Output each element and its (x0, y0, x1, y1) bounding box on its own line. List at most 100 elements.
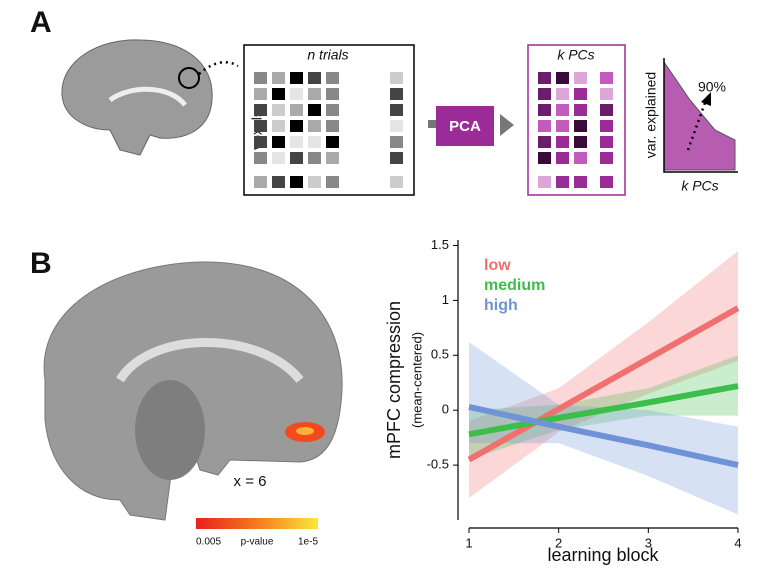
cell (600, 136, 613, 148)
pcs-axis-label: k PCs (681, 178, 718, 194)
cell (290, 136, 303, 148)
series-line (467, 305, 740, 463)
cell (326, 152, 339, 164)
cell (556, 72, 569, 84)
percent-label: 90% (698, 79, 726, 95)
cell (538, 88, 551, 100)
brain-detail (135, 380, 205, 480)
cell (556, 136, 569, 148)
pcs-label: k PCs (557, 47, 594, 63)
cell (574, 176, 587, 188)
cell (574, 136, 587, 148)
cell (272, 72, 285, 84)
cell (272, 176, 285, 188)
colorbar-title: p-value (241, 537, 274, 548)
y-axis-sublabel: (mean-centered) (409, 332, 424, 428)
cell (326, 88, 339, 100)
legend-entry: medium (484, 277, 545, 294)
series-line (468, 383, 739, 438)
arrow (198, 60, 239, 75)
cell (308, 72, 321, 84)
cell (254, 104, 267, 116)
roi-circle (178, 67, 200, 89)
confidence-band (469, 342, 738, 515)
cell (538, 120, 551, 132)
cell (390, 72, 403, 84)
cell (390, 88, 403, 100)
cell (290, 120, 303, 132)
cell (600, 88, 613, 100)
cell (326, 72, 339, 84)
cell (556, 88, 569, 100)
cell (272, 88, 285, 100)
y-tick-label: 0 (442, 402, 449, 417)
y-tick-label: 1.5 (431, 237, 449, 252)
x-tick-label: 2 (555, 535, 562, 550)
scree-axes (663, 58, 738, 173)
cell (254, 72, 267, 84)
brain-slice (43, 261, 343, 521)
trial-matrix (254, 72, 403, 188)
cell (254, 88, 267, 100)
cell (390, 152, 403, 164)
legend-entry: low (484, 257, 511, 274)
cell (308, 152, 321, 164)
y-tick-label: -0.5 (427, 457, 449, 472)
x-axis-label: learning block (547, 545, 659, 565)
cell (272, 152, 285, 164)
cell (538, 152, 551, 164)
cell (254, 152, 267, 164)
cell (538, 136, 551, 148)
cell (600, 152, 613, 164)
confidence-band (469, 250, 738, 499)
cell (290, 104, 303, 116)
cell (326, 176, 339, 188)
colorbar-max: 1e-5 (298, 537, 318, 548)
legend-entry: high (484, 297, 518, 314)
cell (574, 72, 587, 84)
trials-label: n trials (307, 47, 348, 63)
cell (272, 120, 285, 132)
cell (600, 120, 613, 132)
colorbar-min: 0.005 (196, 537, 221, 548)
pc-matrix (538, 72, 613, 188)
y-axis-label: mPFC compression (384, 301, 404, 459)
cell (574, 120, 587, 132)
cell (254, 176, 267, 188)
cell (308, 88, 321, 100)
cell (556, 120, 569, 132)
y-tick-label: 1 (442, 292, 449, 307)
arrow-head (701, 92, 711, 106)
cell (574, 88, 587, 100)
x-tick-label: 4 (734, 535, 741, 550)
cell (390, 120, 403, 132)
cell (538, 104, 551, 116)
cell (556, 104, 569, 116)
cell (326, 136, 339, 148)
var-label: var. explained (643, 72, 659, 158)
cell (308, 120, 321, 132)
cell (390, 136, 403, 148)
cell (290, 176, 303, 188)
cell (290, 88, 303, 100)
colorbar (196, 518, 318, 529)
cell (556, 152, 569, 164)
x-tick-label: 1 (465, 535, 472, 550)
cell (574, 104, 587, 116)
cell (272, 136, 285, 148)
cell (308, 104, 321, 116)
cell (600, 104, 613, 116)
cell (574, 152, 587, 164)
cell (290, 72, 303, 84)
cell (254, 136, 267, 148)
x-tick-label: 3 (645, 535, 652, 550)
pca-label: PCA (449, 118, 481, 135)
brain-detail (116, 338, 304, 383)
slice-label: x = 6 (234, 473, 267, 490)
cell (390, 176, 403, 188)
cell (272, 104, 285, 116)
cell (556, 176, 569, 188)
panel-label: B (30, 247, 52, 280)
cell (326, 120, 339, 132)
cell (308, 136, 321, 148)
